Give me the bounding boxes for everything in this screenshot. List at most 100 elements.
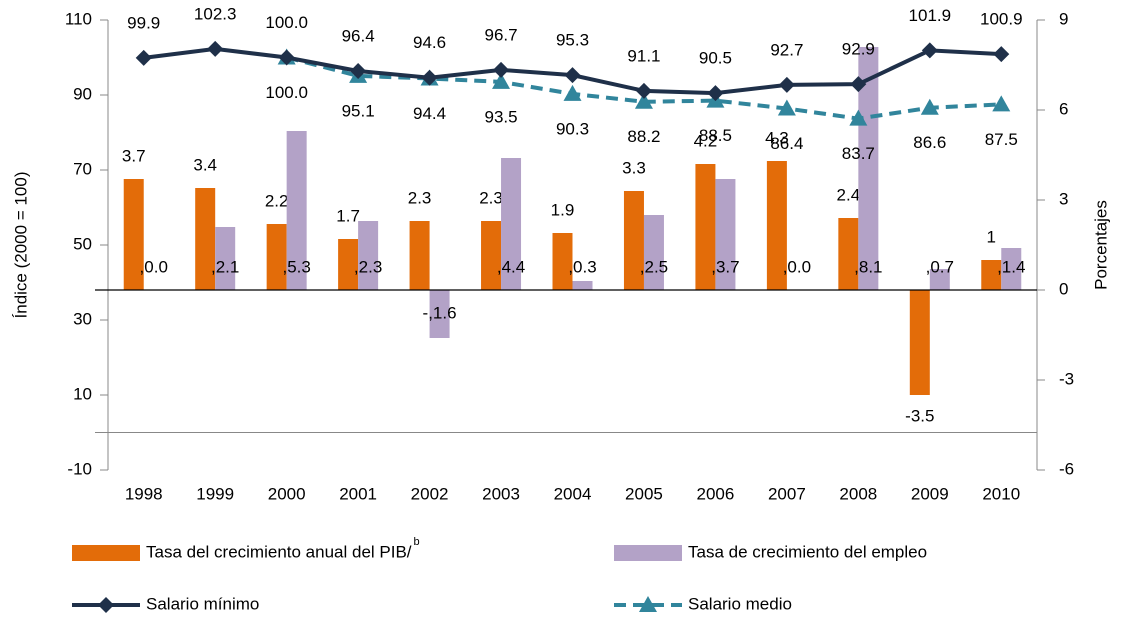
- bar: [766, 161, 787, 290]
- bar: [195, 188, 216, 290]
- line-marker: [707, 85, 724, 102]
- legend-label: Tasa del crecimiento anual del PIB/: [146, 542, 412, 561]
- bar: [623, 191, 644, 290]
- x-tick-label: 1998: [125, 484, 163, 503]
- x-tick-label: 2003: [482, 484, 520, 503]
- line-marker: [492, 72, 511, 89]
- line-label: 102.3: [194, 4, 237, 23]
- bar: [409, 221, 430, 290]
- y2-tick-label: 3: [1059, 189, 1068, 208]
- bar: [286, 131, 307, 290]
- bar-label: ,0.7: [926, 257, 954, 276]
- bar: [838, 218, 859, 290]
- x-tick-label: 2004: [554, 484, 592, 503]
- bar: [929, 269, 950, 290]
- line-label: 100.9: [980, 10, 1023, 29]
- bar: [695, 164, 716, 290]
- bar-label: 2.3: [408, 188, 432, 207]
- legend-label: Salario medio: [688, 594, 792, 613]
- x-tick-label: 2009: [911, 484, 949, 503]
- bar: [266, 224, 287, 290]
- bar: [1001, 248, 1022, 290]
- bar-label: 2.4: [837, 185, 861, 204]
- bar: [123, 179, 144, 290]
- legend-swatch: [614, 545, 682, 561]
- bar-label: ,0.0: [140, 257, 168, 276]
- bar-label: 1: [987, 227, 996, 246]
- x-tick-label: 2002: [411, 484, 449, 503]
- line-marker: [993, 46, 1010, 63]
- y-tick-label: 30: [73, 309, 92, 328]
- legend-marker: [639, 596, 657, 612]
- line-label: 99.9: [127, 13, 160, 32]
- line-label: 88.5: [699, 126, 732, 145]
- y2-tick-label: -3: [1059, 369, 1074, 388]
- y-tick-label: 70: [73, 159, 92, 178]
- line-marker: [921, 42, 938, 59]
- line-label: 100.0: [265, 83, 308, 102]
- y2-tick-label: 0: [1059, 279, 1068, 298]
- bar-label: ,8.1: [854, 257, 882, 276]
- bar-label: ,2.5: [640, 257, 668, 276]
- y-tick-label: 10: [73, 384, 92, 403]
- line-label: 96.4: [342, 26, 375, 45]
- bar-label: 4.2: [694, 131, 718, 150]
- bar-label: ,5.3: [282, 257, 310, 276]
- bar-label: 2.3: [479, 188, 503, 207]
- line-marker: [849, 109, 868, 126]
- line-label: 100.0: [265, 13, 308, 32]
- bar-label: 1.9: [551, 200, 575, 219]
- x-tick-label: 2008: [839, 484, 877, 503]
- bar-label: 4.3: [765, 128, 789, 147]
- line-marker: [278, 49, 295, 66]
- x-tick-label: 2006: [697, 484, 735, 503]
- line-label: 90.3: [556, 119, 589, 138]
- line-marker: [992, 95, 1011, 112]
- bar-label: ,2.3: [354, 257, 382, 276]
- line-marker: [135, 49, 152, 66]
- y-tick-label: -10: [67, 459, 92, 478]
- x-tick-label: 2007: [768, 484, 806, 503]
- bar: [715, 179, 736, 290]
- line-label: 91.1: [627, 46, 660, 65]
- bar: [858, 47, 879, 290]
- y-tick-label: 90: [73, 84, 92, 103]
- legend-label: Salario mínimo: [146, 594, 259, 613]
- bar-label: -,1.6: [423, 303, 457, 322]
- bar-label: ,3.7: [711, 257, 739, 276]
- bar: [552, 233, 573, 290]
- y-tick-label: 110: [65, 9, 92, 28]
- bar: [429, 290, 450, 338]
- legend-item: Salario medio: [614, 594, 792, 613]
- bar: [481, 221, 502, 290]
- line-marker: [920, 98, 939, 115]
- line-marker: [850, 76, 867, 93]
- x-tick-label: 2005: [625, 484, 663, 503]
- line-marker: [635, 82, 652, 99]
- line-label: 86.4: [770, 134, 803, 153]
- legend-item: Salario mínimo: [72, 594, 259, 613]
- line-label: 92.9: [842, 40, 875, 59]
- bar-label: ,1.4: [997, 257, 1025, 276]
- y2-tick-label: 9: [1059, 9, 1068, 28]
- y-axis-title: Índice (2000 = 100): [11, 172, 30, 319]
- line-label: 94.4: [413, 104, 446, 123]
- line-label: 95.1: [342, 101, 375, 120]
- line-marker: [634, 92, 653, 109]
- legend-footnote: b: [414, 536, 420, 548]
- y2-tick-label: -6: [1059, 459, 1074, 478]
- x-tick-label: 2000: [268, 484, 306, 503]
- bar-label: 1.7: [336, 206, 360, 225]
- line-label: 92.7: [770, 40, 803, 59]
- line-label: 101.9: [909, 6, 952, 25]
- bar-label: ,0.3: [568, 257, 596, 276]
- bar-label: ,0.0: [783, 257, 811, 276]
- line-marker: [350, 63, 367, 79]
- bar-label: 3.7: [122, 146, 146, 165]
- bar-label: 3.3: [622, 158, 646, 177]
- line-marker: [777, 99, 796, 116]
- line-label: 87.5: [985, 130, 1018, 149]
- line-marker: [778, 76, 795, 93]
- line-label: 94.6: [413, 33, 446, 52]
- y2-tick-label: 6: [1059, 99, 1068, 118]
